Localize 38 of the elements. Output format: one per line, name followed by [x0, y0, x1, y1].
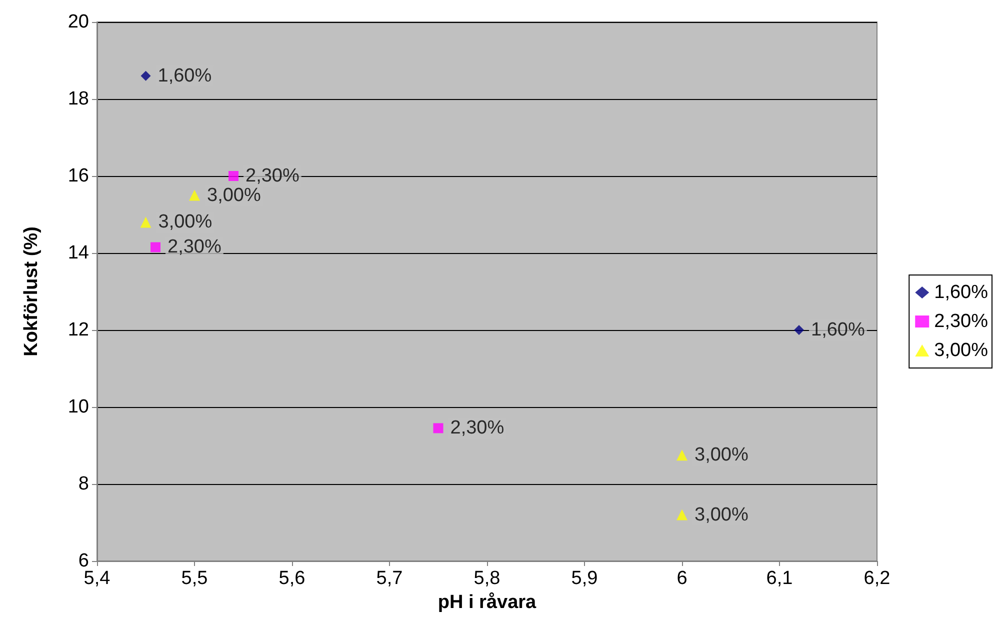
point: [140, 216, 152, 228]
y-tick-label: 10: [68, 396, 89, 418]
y-tick-label: 14: [68, 242, 90, 264]
y-tick-label: 20: [68, 12, 89, 32]
text: 1,60%: [811, 320, 865, 340]
text: 2,30%: [450, 418, 504, 439]
point: [433, 423, 444, 434]
y-tick-label: 16: [68, 166, 89, 186]
text: 3,00%: [158, 212, 212, 233]
point: [150, 242, 160, 252]
point: [140, 70, 151, 81]
text: 3,00%: [207, 184, 261, 206]
text: 1,60%: [158, 65, 212, 86]
x-tick-label: 5,6: [278, 568, 306, 589]
point: [228, 171, 238, 181]
x-tick-label: 6: [676, 568, 688, 589]
x-axis-title: pH i råvara: [438, 592, 537, 613]
legend-label: 3,00%: [934, 340, 988, 361]
y-tick-label: 18: [68, 88, 89, 110]
legend-label: 2,30%: [934, 311, 988, 332]
x-tick-label: 5,5: [181, 568, 208, 589]
legend-label: 1,60%: [934, 282, 988, 303]
y-tick-label: 12: [68, 320, 89, 340]
point: [189, 190, 200, 201]
x-tick-label: 6,1: [766, 568, 793, 589]
text: 2,30%: [246, 166, 300, 186]
x-tick-label: 5,8: [474, 568, 500, 589]
y-axis-title: Kokförlust (%): [21, 226, 42, 356]
text: 3,00%: [694, 504, 748, 526]
x-tick-label: 6,2: [864, 568, 890, 589]
point: [676, 450, 688, 461]
point: [676, 509, 688, 520]
x-tick-label: 5,9: [571, 568, 598, 589]
y-tick-label: 8: [78, 474, 89, 494]
x-tick-label: 5,7: [376, 568, 403, 589]
text: 3,00%: [694, 444, 748, 466]
point: [794, 325, 804, 335]
text: 2,30%: [168, 236, 222, 258]
